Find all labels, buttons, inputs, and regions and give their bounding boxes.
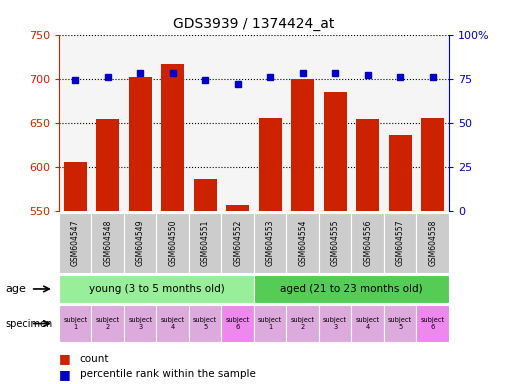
Bar [124,213,156,273]
Text: GSM604551: GSM604551 [201,220,210,266]
Bar [291,79,314,211]
Bar [59,275,254,303]
Text: subject
6: subject 6 [226,317,250,330]
Bar [417,305,449,342]
Bar [319,213,351,273]
Bar [189,213,222,273]
Text: subject
1: subject 1 [258,317,282,330]
Bar [189,305,222,342]
Bar [254,305,286,342]
Bar [254,275,449,303]
Bar [91,305,124,342]
Text: subject
1: subject 1 [63,317,87,330]
Text: GSM604552: GSM604552 [233,220,242,266]
Text: subject
3: subject 3 [323,317,347,330]
Text: age: age [5,284,26,294]
Bar [356,119,379,211]
Text: GSM604557: GSM604557 [396,220,405,266]
Bar [286,213,319,273]
Text: GSM604558: GSM604558 [428,220,437,266]
Bar [156,305,189,342]
Text: young (3 to 5 months old): young (3 to 5 months old) [89,284,224,294]
Bar [156,213,189,273]
Bar [417,213,449,273]
Bar [124,305,156,342]
Title: GDS3939 / 1374424_at: GDS3939 / 1374424_at [173,17,334,31]
Text: GSM604547: GSM604547 [71,220,80,266]
Bar [384,305,417,342]
Bar [324,92,347,211]
Text: subject
5: subject 5 [193,317,218,330]
Bar [222,305,254,342]
Text: GSM604548: GSM604548 [103,220,112,266]
Bar [254,213,286,273]
Bar [319,305,351,342]
Bar [351,213,384,273]
Text: subject
2: subject 2 [290,317,315,330]
Text: percentile rank within the sample: percentile rank within the sample [80,369,255,379]
Text: count: count [80,354,109,364]
Bar [194,179,216,211]
Text: subject
5: subject 5 [388,317,412,330]
Bar [161,64,184,211]
Text: subject
2: subject 2 [95,317,120,330]
Text: ■: ■ [59,368,71,381]
Bar [96,119,119,211]
Bar [351,305,384,342]
Bar [91,213,124,273]
Text: ■: ■ [59,353,71,366]
Bar [389,135,411,211]
Text: subject
4: subject 4 [161,317,185,330]
Bar [384,213,417,273]
Text: specimen: specimen [5,318,52,329]
Text: GSM604549: GSM604549 [136,220,145,266]
Bar [59,305,91,342]
Bar [226,205,249,211]
Text: GSM604550: GSM604550 [168,220,177,266]
Text: aged (21 to 23 months old): aged (21 to 23 months old) [280,284,423,294]
Bar [421,118,444,211]
Bar [222,213,254,273]
Text: subject
6: subject 6 [421,317,445,330]
Text: GSM604553: GSM604553 [266,220,274,266]
Bar [259,118,282,211]
Bar [64,162,87,211]
Bar [286,305,319,342]
Text: subject
3: subject 3 [128,317,152,330]
Bar [129,77,152,211]
Text: GSM604556: GSM604556 [363,220,372,266]
Text: GSM604554: GSM604554 [298,220,307,266]
Text: GSM604555: GSM604555 [331,220,340,266]
Bar [59,213,91,273]
Text: subject
4: subject 4 [356,317,380,330]
